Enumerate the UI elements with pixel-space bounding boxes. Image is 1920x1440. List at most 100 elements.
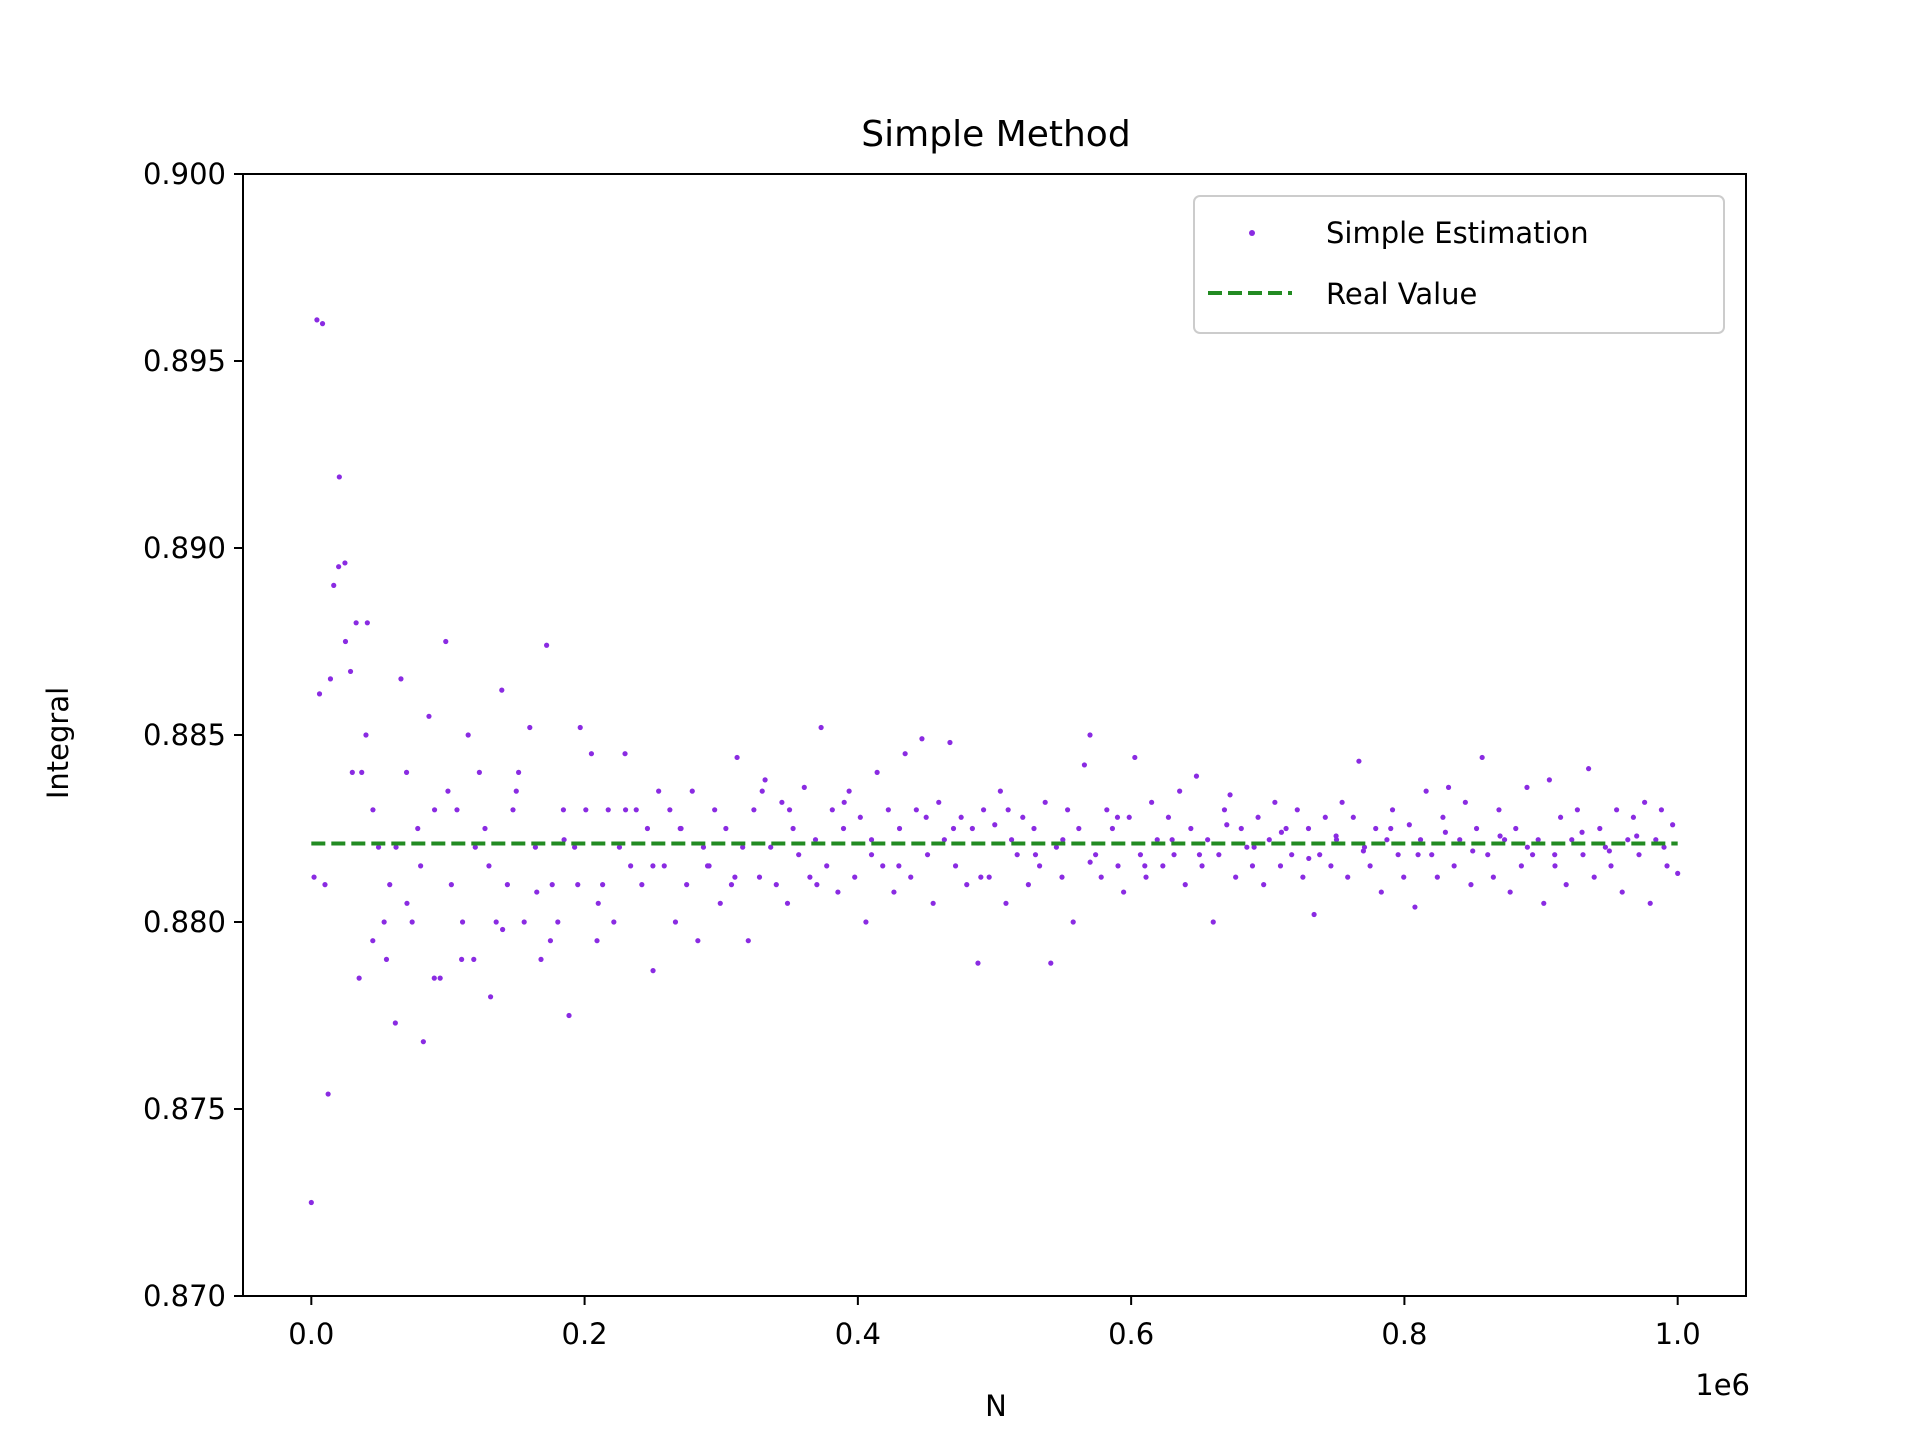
data-point	[426, 713, 432, 719]
data-point	[1076, 825, 1082, 832]
data-point	[952, 863, 959, 869]
data-point	[1591, 874, 1597, 880]
data-point	[1087, 859, 1093, 865]
data-point	[650, 968, 656, 974]
data-point	[595, 900, 601, 906]
data-point	[980, 807, 987, 813]
data-point	[1306, 855, 1312, 862]
y-tick-label: 0.880	[143, 905, 226, 939]
data-point	[1580, 852, 1586, 858]
data-point	[532, 844, 539, 850]
data-point	[1356, 758, 1362, 764]
data-point	[561, 837, 567, 843]
data-point	[431, 975, 437, 981]
data-point	[924, 852, 931, 858]
data-point	[1317, 852, 1323, 858]
data-point	[472, 844, 478, 850]
x-tick-label: 0.4	[835, 1317, 881, 1351]
data-point	[1529, 852, 1536, 858]
data-point	[818, 724, 824, 731]
data-point	[594, 938, 600, 944]
data-point	[420, 1039, 426, 1045]
data-point	[363, 732, 369, 738]
y-tick-label: 0.895	[143, 344, 226, 378]
data-point	[896, 863, 902, 869]
data-point	[846, 788, 852, 794]
data-point	[336, 474, 342, 480]
data-point	[549, 882, 555, 888]
data-point	[1266, 837, 1272, 843]
data-point	[1081, 762, 1088, 768]
data-point	[656, 788, 662, 794]
data-point	[779, 799, 785, 805]
data-point	[650, 863, 656, 869]
data-point	[896, 825, 903, 832]
data-point	[1378, 889, 1384, 895]
data-point	[773, 882, 779, 888]
data-point	[1423, 788, 1429, 794]
data-point	[796, 852, 802, 858]
data-point	[1619, 889, 1625, 895]
x-tick-label: 0.6	[1108, 1317, 1154, 1351]
data-point	[311, 874, 317, 880]
x-axis-label: N	[985, 1389, 1007, 1423]
data-point	[786, 807, 793, 813]
data-point	[347, 668, 354, 675]
data-point	[1445, 784, 1452, 790]
data-point	[1328, 863, 1334, 869]
data-point	[913, 807, 919, 813]
data-point	[908, 874, 914, 880]
data-point	[857, 814, 863, 820]
legend-label-simple-estimation: Simple Estimation	[1326, 216, 1589, 250]
data-point	[1501, 837, 1508, 843]
data-point	[431, 807, 438, 813]
data-point	[807, 874, 813, 880]
data-point	[1255, 814, 1261, 820]
data-point	[1415, 852, 1421, 858]
data-point	[575, 882, 581, 888]
data-point	[704, 863, 711, 869]
data-point	[1032, 852, 1039, 858]
data-point	[1389, 807, 1396, 813]
y-tick-label: 0.885	[143, 718, 226, 752]
data-point	[1579, 829, 1585, 835]
data-point	[1020, 814, 1026, 820]
data-point	[1647, 900, 1653, 906]
data-point	[471, 956, 477, 963]
data-point	[1479, 754, 1485, 761]
data-point	[437, 975, 443, 981]
data-point	[454, 807, 460, 813]
data-point	[840, 825, 847, 832]
data-point	[672, 919, 679, 925]
data-point	[1149, 799, 1155, 805]
data-point	[986, 874, 992, 880]
data-point	[544, 642, 550, 648]
data-point	[1513, 825, 1519, 832]
data-point	[1143, 874, 1149, 880]
data-point	[1395, 852, 1401, 858]
data-point	[527, 724, 533, 731]
data-point	[732, 874, 738, 880]
data-point	[1485, 852, 1491, 858]
data-point	[1311, 911, 1317, 918]
data-point	[1289, 852, 1295, 858]
data-point	[1524, 844, 1530, 850]
data-point	[868, 852, 875, 858]
data-point	[1087, 732, 1093, 738]
data-point	[409, 919, 415, 925]
data-point	[1546, 777, 1552, 783]
data-point	[1244, 844, 1250, 850]
data-point	[1098, 874, 1104, 880]
data-point	[534, 889, 540, 895]
data-point	[1634, 833, 1640, 839]
data-point	[1473, 825, 1480, 832]
data-point	[1670, 822, 1676, 828]
data-point	[1249, 863, 1256, 869]
data-point	[588, 751, 595, 757]
data-point	[1048, 960, 1054, 966]
data-point	[1434, 874, 1440, 880]
data-point	[1294, 807, 1300, 813]
data-point	[978, 874, 984, 880]
data-point	[712, 807, 718, 813]
